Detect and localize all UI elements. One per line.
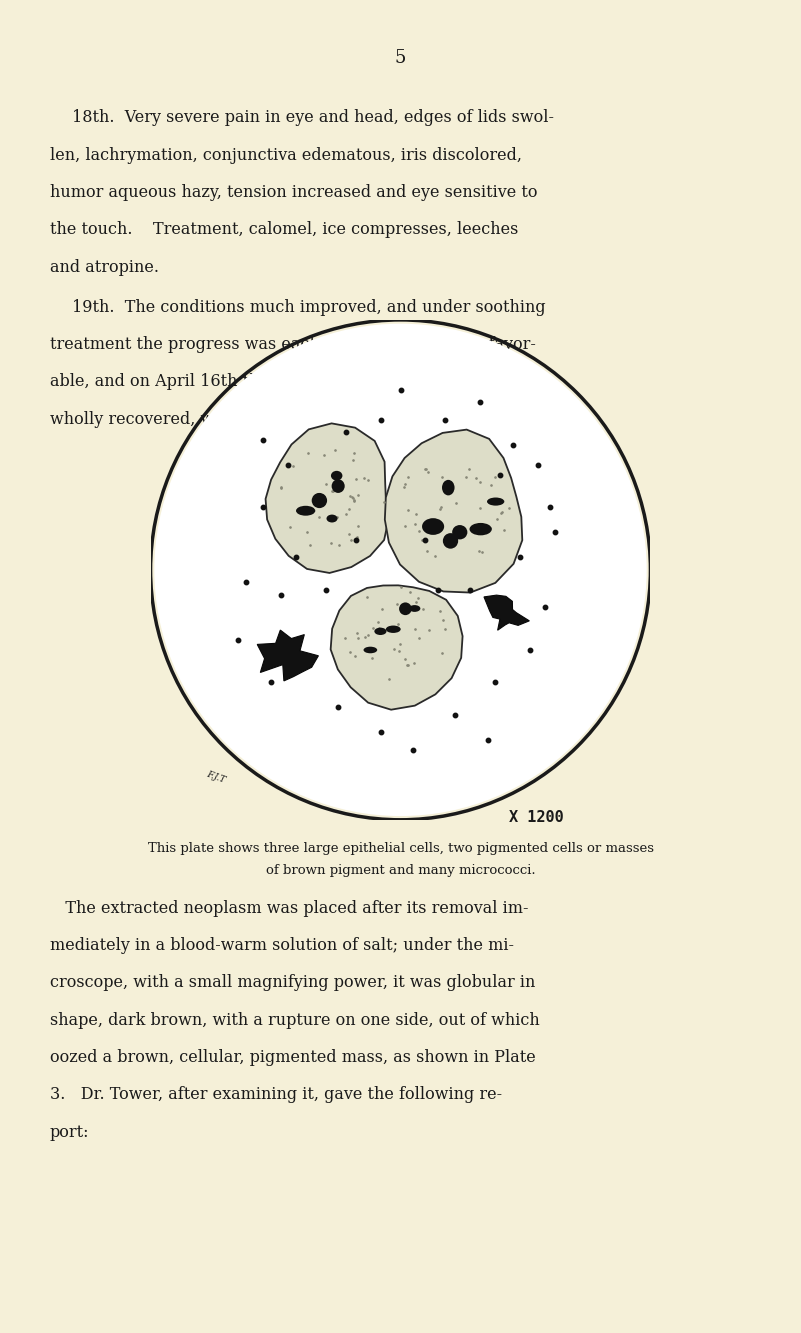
Ellipse shape [155,324,646,816]
Text: able, and on April 16th the patient was dismissed, the eye: able, and on April 16th the patient was … [50,373,523,391]
Text: 19th.  The conditions much improved, and under soothing: 19th. The conditions much improved, and … [72,299,545,316]
Ellipse shape [364,647,377,653]
Text: the touch.    Treatment, calomel, ice compresses, leeches: the touch. Treatment, calomel, ice compr… [50,221,518,239]
Ellipse shape [332,480,344,493]
Ellipse shape [409,605,421,612]
Text: croscope, with a small magnifying power, it was globular in: croscope, with a small magnifying power,… [50,974,535,992]
Text: 5: 5 [395,49,406,68]
Ellipse shape [443,533,458,549]
Text: oozed a brown, cellular, pigmented mass, as shown in Plate: oozed a brown, cellular, pigmented mass,… [50,1049,535,1066]
Ellipse shape [386,625,400,633]
Polygon shape [257,631,319,681]
Text: 18th.  Very severe pain in eye and head, edges of lids swol-: 18th. Very severe pain in eye and head, … [72,109,554,127]
Ellipse shape [487,497,505,505]
Text: wholly recovered, with all functions normal.: wholly recovered, with all functions nor… [50,411,410,428]
Text: mediately in a blood-warm solution of salt; under the mi-: mediately in a blood-warm solution of sa… [50,937,513,954]
Ellipse shape [374,628,387,635]
Ellipse shape [452,525,467,540]
Polygon shape [484,595,529,631]
Text: X 1200: X 1200 [509,810,563,825]
Text: and atropine.: and atropine. [50,259,159,276]
Ellipse shape [331,471,342,480]
Ellipse shape [399,603,412,615]
Text: len, lachrymation, conjunctiva edematous, iris discolored,: len, lachrymation, conjunctiva edematous… [50,147,521,164]
Text: F.J.T: F.J.T [206,770,227,785]
Ellipse shape [327,515,337,523]
Ellipse shape [312,493,327,508]
Text: port:: port: [50,1124,89,1141]
Text: of brown pigment and many micrococci.: of brown pigment and many micrococci. [266,864,535,877]
Text: shape, dark brown, with a rupture on one side, out of which: shape, dark brown, with a rupture on one… [50,1012,539,1029]
Text: treatment the progress was each day more and more favor-: treatment the progress was each day more… [50,336,536,353]
Polygon shape [331,585,463,709]
Polygon shape [266,424,388,573]
Ellipse shape [469,523,492,536]
Text: The extracted neoplasm was placed after its removal im-: The extracted neoplasm was placed after … [50,900,528,917]
Text: 3.   Dr. Tower, after examining it, gave the following re-: 3. Dr. Tower, after examining it, gave t… [50,1086,501,1104]
Ellipse shape [422,519,444,535]
Text: This plate shows three large epithelial cells, two pigmented cells or masses: This plate shows three large epithelial … [147,842,654,856]
Ellipse shape [296,505,316,516]
Ellipse shape [442,480,454,496]
Text: humor aqueous hazy, tension increased and eye sensitive to: humor aqueous hazy, tension increased an… [50,184,537,201]
Polygon shape [384,429,522,593]
